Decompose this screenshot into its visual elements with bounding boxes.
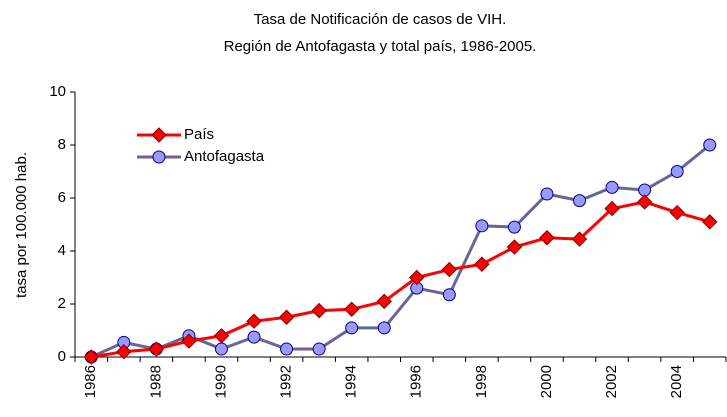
marker bbox=[540, 187, 554, 201]
marker bbox=[442, 288, 456, 302]
marker bbox=[148, 341, 165, 357]
marker bbox=[246, 313, 262, 329]
y-tick-label: 4 bbox=[58, 242, 66, 259]
legend-label: País bbox=[184, 126, 214, 143]
chart-subtitle: Región de Antofagasta y total país, 1986… bbox=[224, 38, 537, 55]
marker bbox=[214, 342, 228, 356]
marker bbox=[280, 342, 294, 356]
x-tick-label: 2004 bbox=[668, 365, 685, 398]
series-line bbox=[90, 143, 711, 359]
marker bbox=[638, 183, 652, 197]
x-tick-label: 1992 bbox=[278, 365, 295, 398]
marker bbox=[703, 138, 717, 152]
x-tick-label: 2000 bbox=[538, 365, 555, 398]
marker bbox=[506, 239, 523, 255]
marker bbox=[636, 194, 653, 210]
x-tick-label: 1998 bbox=[473, 365, 490, 398]
marker bbox=[475, 219, 489, 233]
y-tick-label: 2 bbox=[58, 295, 66, 312]
marker bbox=[507, 220, 521, 234]
marker bbox=[343, 301, 360, 318]
x-tick-label: 1986 bbox=[82, 365, 99, 398]
marker bbox=[573, 194, 587, 208]
marker bbox=[409, 269, 425, 286]
chart-title: Tasa de Notificación de casos de VIH. bbox=[254, 11, 507, 28]
marker bbox=[474, 256, 490, 272]
marker bbox=[669, 204, 685, 221]
marker bbox=[539, 230, 555, 246]
marker bbox=[247, 330, 261, 344]
y-tick-label: 6 bbox=[58, 189, 66, 206]
x-tick-label: 1994 bbox=[343, 365, 360, 398]
marker bbox=[605, 180, 619, 194]
y-tick-label: 10 bbox=[49, 83, 66, 100]
marker bbox=[152, 150, 166, 164]
marker bbox=[345, 321, 359, 335]
marker bbox=[116, 343, 132, 360]
marker bbox=[312, 342, 326, 356]
y-tick-label: 0 bbox=[58, 348, 66, 365]
marker bbox=[213, 328, 230, 344]
marker bbox=[670, 165, 684, 178]
marker bbox=[151, 127, 167, 143]
x-tick-label: 1996 bbox=[408, 365, 425, 398]
y-axis-label: tasa por 100.000 hab. bbox=[13, 152, 30, 298]
marker bbox=[376, 293, 392, 310]
marker bbox=[377, 321, 391, 335]
legend-label: Antofagasta bbox=[184, 148, 265, 165]
marker bbox=[278, 309, 295, 325]
marker bbox=[441, 261, 458, 278]
y-tick-label: 8 bbox=[58, 136, 66, 153]
marker bbox=[571, 231, 588, 247]
marker bbox=[702, 214, 718, 230]
marker bbox=[604, 200, 620, 217]
x-tick-label: 1990 bbox=[212, 365, 229, 398]
marker bbox=[311, 302, 327, 319]
x-tick-label: 1988 bbox=[147, 365, 164, 398]
marker bbox=[83, 349, 99, 365]
x-tick-label: 2002 bbox=[603, 365, 620, 398]
marker bbox=[181, 333, 197, 349]
